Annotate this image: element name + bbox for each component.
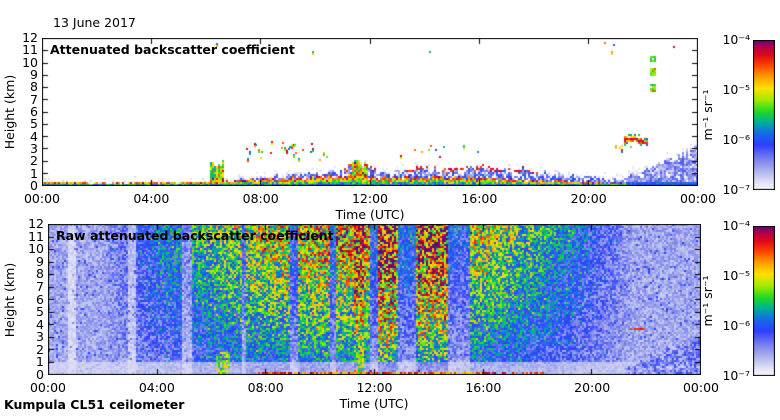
top-y-axis-label: Height (km) — [2, 74, 17, 150]
x-tick-label: 20:00 — [574, 380, 611, 395]
x-tick-label: 00:00 — [29, 380, 67, 395]
colorbar-tick-label: 10⁻⁴ — [722, 32, 750, 47]
colorbar-tick-label: 10⁻⁴ — [722, 218, 750, 233]
instrument-label: Kumpula CL51 ceilometer — [4, 397, 185, 412]
bottom-colorbar — [753, 226, 775, 376]
y-tick-label: 5 — [30, 116, 38, 132]
colorbar-tick-label: 10⁻⁵ — [722, 82, 750, 97]
x-tick-label: 12:00 — [351, 191, 389, 206]
x-tick-label: 20:00 — [570, 191, 607, 206]
y-tick-label: 0 — [36, 367, 44, 382]
y-tick-label: 11 — [28, 228, 44, 244]
colorbar-tick-label: 10⁻⁶ — [722, 132, 750, 147]
y-tick-label: 0 — [30, 178, 38, 193]
y-tick-label: 10 — [28, 241, 44, 257]
y-tick-label: 2 — [30, 153, 38, 169]
x-tick-label: 04:00 — [138, 380, 175, 395]
y-tick-label: 3 — [30, 141, 38, 156]
bottom-colorbar-unit: m⁻¹ sr⁻¹ — [700, 275, 715, 327]
x-tick-label: 00:00 — [23, 191, 61, 206]
y-tick-label: 8 — [36, 266, 44, 282]
y-tick-label: 12 — [28, 216, 44, 231]
date-label: 13 June 2017 — [53, 15, 136, 30]
y-tick-label: 11 — [22, 42, 38, 58]
bottom-panel-title: Raw attenuated backscatter coefficient — [56, 228, 334, 243]
top-colorbar — [753, 40, 775, 190]
y-tick-label: 1 — [36, 354, 44, 370]
y-tick-label: 6 — [30, 104, 38, 119]
y-tick-label: 6 — [36, 291, 44, 307]
bottom-x-axis-label: Time (UTC) — [339, 396, 409, 411]
y-tick-label: 7 — [36, 278, 44, 294]
y-tick-label: 4 — [36, 316, 44, 332]
x-tick-label: 00:00 — [682, 380, 720, 395]
y-tick-label: 3 — [36, 329, 44, 345]
y-tick-label: 12 — [22, 30, 38, 45]
y-tick-label: 5 — [36, 304, 44, 320]
x-tick-label: 08:00 — [242, 191, 279, 206]
colorbar-tick-label: 10⁻⁷ — [722, 368, 750, 383]
x-tick-label: 00:00 — [679, 191, 717, 206]
y-tick-label: 9 — [30, 67, 38, 82]
x-tick-label: 12:00 — [356, 380, 393, 395]
x-tick-label: 16:00 — [461, 191, 498, 206]
x-tick-label: 16:00 — [465, 380, 502, 395]
bottom-y-axis-label: Height (km) — [2, 262, 17, 338]
colorbar-tick-label: 10⁻⁵ — [722, 268, 750, 283]
top-colorbar-unit: m⁻¹ sr⁻¹ — [700, 89, 715, 141]
raw-backscatter-heatmap — [48, 224, 701, 375]
attenuated-backscatter-heatmap — [42, 38, 698, 186]
y-tick-label: 8 — [30, 79, 38, 95]
colorbar-tick-label: 10⁻⁶ — [722, 318, 750, 333]
y-tick-label: 7 — [30, 91, 38, 107]
top-x-axis-label: Time (UTC) — [335, 207, 405, 222]
top-panel-title: Attenuated backscatter coefficient — [50, 42, 295, 57]
y-tick-label: 9 — [36, 253, 44, 269]
x-tick-label: 04:00 — [133, 191, 170, 206]
y-tick-label: 2 — [36, 341, 44, 357]
colorbar-tick-label: 10⁻⁷ — [722, 182, 750, 197]
x-tick-label: 08:00 — [247, 380, 284, 395]
y-tick-label: 10 — [22, 54, 38, 70]
y-tick-label: 1 — [30, 165, 38, 181]
y-tick-label: 4 — [30, 128, 38, 144]
